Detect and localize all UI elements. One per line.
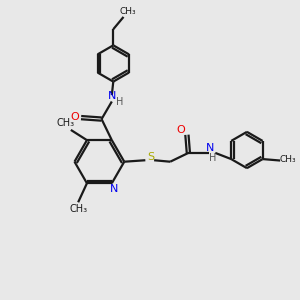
Text: N: N <box>110 184 118 194</box>
Text: CH₃: CH₃ <box>280 155 296 164</box>
Text: CH₃: CH₃ <box>120 7 136 16</box>
Text: CH₃: CH₃ <box>70 204 88 214</box>
Text: O: O <box>176 124 185 134</box>
Text: N: N <box>108 91 116 101</box>
Text: H: H <box>116 97 124 106</box>
Text: N: N <box>206 143 214 153</box>
Text: O: O <box>70 112 79 122</box>
Text: CH₃: CH₃ <box>56 118 75 128</box>
Text: S: S <box>147 152 154 162</box>
Text: H: H <box>209 153 216 163</box>
